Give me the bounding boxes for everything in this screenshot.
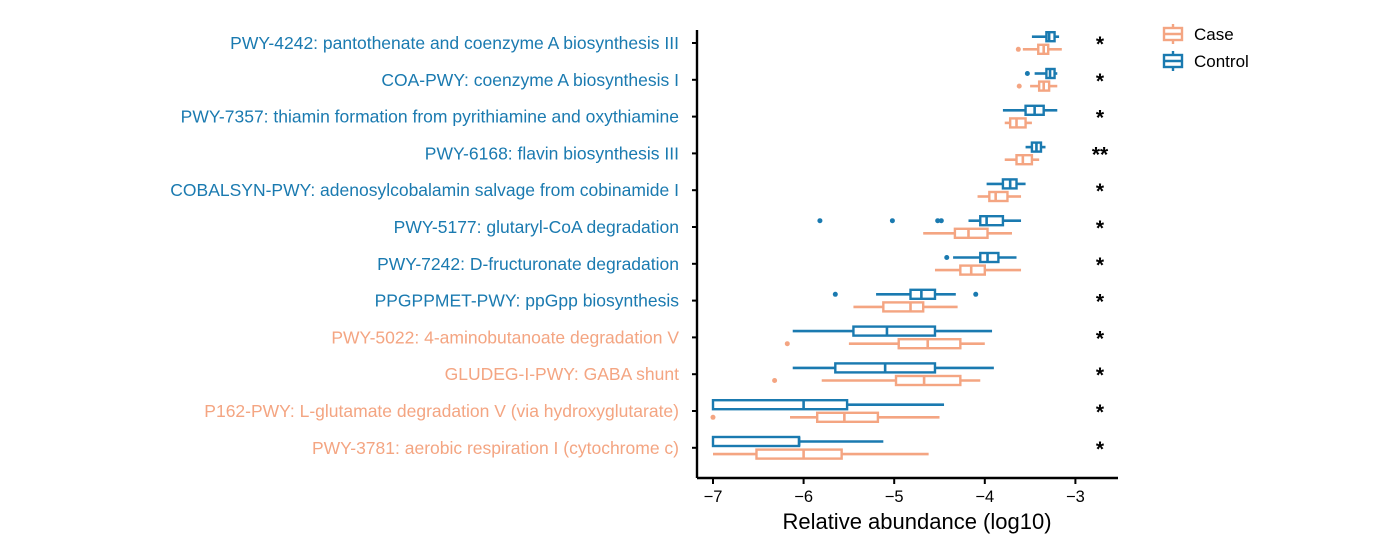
x-tick-label: −4 [975, 488, 994, 506]
box-control [792, 325, 993, 337]
box-case [710, 411, 940, 423]
box-case [923, 227, 1012, 240]
x-axis-title: Relative abundance (log10) [782, 509, 1051, 534]
significance-marker: * [1096, 291, 1105, 314]
box-case [1015, 43, 1062, 55]
category-label: COBALSYN-PWY: adenosylcobalamin salvage … [170, 180, 679, 200]
iqr-box [1008, 117, 1027, 129]
iqr-box [953, 227, 989, 240]
box-case [1004, 153, 1040, 166]
significance-marker: * [1096, 107, 1105, 130]
significance-marker: ** [1092, 143, 1109, 166]
legend-item-control: Control [1162, 51, 1249, 71]
iqr-box [897, 338, 962, 350]
box-control [711, 399, 945, 411]
significance-marker: * [1096, 364, 1105, 387]
iqr-box [711, 399, 849, 411]
significance-marker: * [1096, 33, 1105, 56]
outlier-point [944, 255, 950, 260]
outlier-point [973, 291, 979, 297]
box-case [784, 338, 985, 350]
category-label: PWY-5022: 4-aminobutanoate degradation V [331, 327, 679, 347]
iqr-box [979, 251, 1000, 264]
outlier-point [938, 218, 944, 224]
category-label: P162-PWY: L-glutamate degradation V (via… [204, 401, 679, 421]
category-label: PPGPPMET-PWY: ppGpp biosynthesis [375, 291, 680, 311]
box-case [772, 374, 981, 387]
box-control [944, 251, 1017, 264]
significance-marker: * [1096, 180, 1105, 203]
category-label: PWY-4242: pantothenate and coenzyme A bi… [230, 33, 679, 53]
box-control [792, 362, 994, 374]
outlier-point [1015, 46, 1021, 52]
legend: Case Control [1162, 24, 1249, 71]
significance-marker: * [1096, 70, 1105, 93]
outlier-point [1024, 71, 1030, 76]
box-control [986, 178, 1026, 190]
iqr-box [815, 411, 880, 423]
box-case [1004, 117, 1032, 129]
outlier-point [889, 218, 895, 224]
outlier-point [772, 378, 778, 383]
category-label: PWY-6168: flavin biosynthesis III [425, 143, 679, 163]
plot-area [710, 31, 1062, 460]
box-case [853, 301, 958, 313]
iqr-box [755, 448, 843, 460]
x-tick-label: −3 [1066, 488, 1085, 506]
category-label: PWY-5177: glutaryl-CoA degradation [394, 217, 679, 237]
box-control [1025, 141, 1046, 153]
x-tick-label: −6 [794, 488, 813, 506]
outlier-point [1016, 83, 1022, 89]
box-case [977, 190, 1022, 203]
box-case [1016, 80, 1058, 92]
outlier-point [935, 218, 941, 224]
box-control [711, 435, 884, 448]
box-case [934, 264, 1022, 276]
significance-marker: * [1096, 401, 1105, 424]
x-tick-label: −5 [885, 488, 904, 506]
category-label: GLUDEG-I-PWY: GABA shunt [445, 364, 680, 384]
iqr-box [711, 435, 801, 448]
box-control [1031, 31, 1060, 43]
iqr-box [852, 325, 937, 337]
legend-label: Control [1194, 52, 1249, 71]
outlier-point [784, 341, 790, 347]
box-control [832, 288, 979, 300]
outlier-point [710, 414, 716, 420]
iqr-box [882, 301, 925, 313]
legend-item-case: Case [1162, 24, 1234, 44]
category-label: COA-PWY: coenzyme A biosynthesis I [381, 70, 679, 90]
significance-markers: ************* [1092, 33, 1109, 461]
box-control [1002, 104, 1058, 117]
category-label: PWY-3781: aerobic respiration I (cytochr… [312, 438, 679, 458]
category-labels: PWY-4242: pantothenate and coenzyme A bi… [170, 33, 679, 458]
box-control [1024, 67, 1058, 80]
iqr-box [959, 264, 987, 276]
iqr-box [988, 190, 1009, 203]
significance-marker: * [1096, 217, 1105, 240]
significance-marker: * [1096, 254, 1105, 277]
iqr-box [979, 214, 1005, 227]
iqr-box [894, 374, 962, 387]
iqr-box [1045, 31, 1056, 43]
box-case [713, 448, 929, 460]
category-label: PWY-7357: thiamin formation from pyrithi… [181, 107, 679, 127]
iqr-box [909, 288, 937, 300]
x-axis: −7 −6 −5 −4 −3 [692, 30, 1118, 506]
legend-label: Case [1194, 25, 1234, 44]
category-label: PWY-7242: D-fructuronate degradation [377, 254, 679, 274]
outlier-point [832, 291, 838, 297]
iqr-box [1015, 153, 1034, 166]
significance-marker: * [1096, 327, 1105, 350]
x-tick-label: −7 [704, 488, 723, 506]
significance-marker: * [1096, 438, 1105, 461]
outlier-point [817, 218, 823, 224]
box-control [817, 214, 1022, 227]
